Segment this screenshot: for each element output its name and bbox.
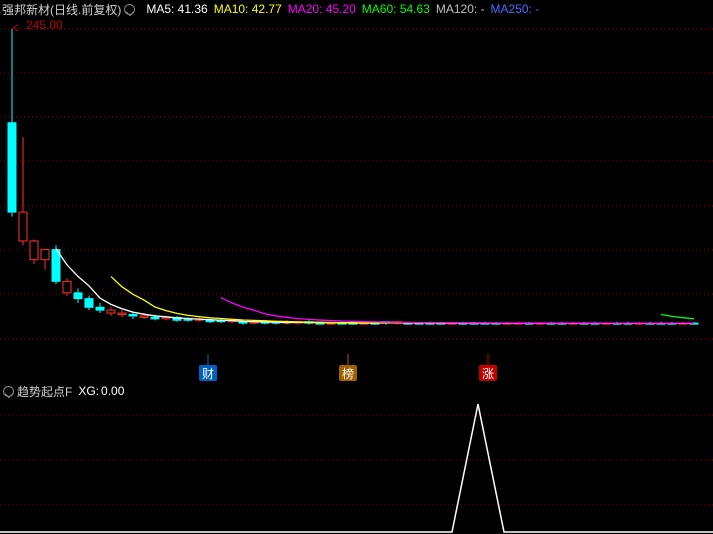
candle[interactable]	[107, 310, 115, 313]
candle[interactable]	[129, 314, 137, 315]
candle[interactable]	[30, 241, 38, 260]
svg-text:财: 财	[202, 367, 214, 381]
candle[interactable]	[63, 281, 71, 293]
candle[interactable]	[52, 250, 60, 282]
candle[interactable]	[96, 307, 104, 310]
ma-legend-ma60: MA60: 54.63	[362, 2, 430, 16]
price-label: 245.00	[26, 18, 63, 32]
main-chart-header: 强邦新材(日线.前复权) MA5: 41.36 MA10: 42.77 MA20: …	[0, 0, 539, 18]
indicator-name: 趋势起点F	[17, 383, 72, 400]
sub-indicator-header: 趋势起点F XG: 0.00	[0, 382, 124, 400]
sub-indicator-chart[interactable]	[0, 400, 713, 534]
stock-title: 强邦新材(日线.前复权)	[2, 1, 121, 18]
ma-legend: MA5: 41.36 MA10: 42.77 MA20: 45.20 MA60: 54…	[140, 2, 539, 16]
candle[interactable]	[316, 323, 324, 324]
dropdown-icon[interactable]	[124, 4, 135, 15]
ma-legend-ma250: MA250: -	[491, 2, 540, 16]
candle[interactable]	[41, 250, 49, 260]
candle[interactable]	[74, 293, 82, 299]
candle[interactable]	[151, 317, 159, 318]
ma-legend-ma120: MA120: -	[436, 2, 485, 16]
candle[interactable]	[85, 299, 93, 308]
candle[interactable]	[140, 316, 148, 317]
ma-legend-ma10: MA10: 42.77	[214, 2, 282, 16]
dropdown-icon[interactable]	[3, 386, 14, 397]
svg-text:榜: 榜	[342, 366, 354, 381]
svg-text:涨: 涨	[482, 366, 494, 381]
candle[interactable]	[19, 212, 27, 241]
candle[interactable]	[8, 123, 16, 212]
candle[interactable]	[118, 313, 126, 314]
main-candlestick-chart[interactable]: 245.00 财 榜 涨	[0, 18, 713, 382]
xg-value: 0.00	[101, 384, 124, 398]
ma-legend-ma20: MA20: 45.20	[288, 2, 356, 16]
xg-label: XG:	[78, 384, 99, 398]
ma-legend-ma5: MA5: 41.36	[146, 2, 207, 16]
